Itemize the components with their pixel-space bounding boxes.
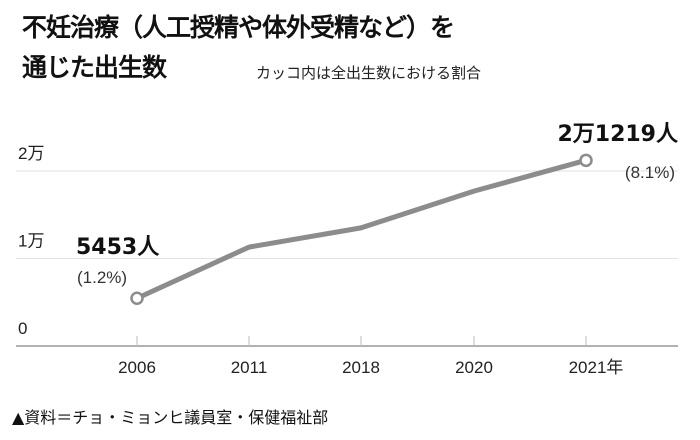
- title-line-1: 不妊治療（人工授精や体外受精など）を: [22, 13, 455, 42]
- x-tick-label: 2021年: [569, 358, 624, 377]
- source-note: ▲資料＝チョ・ミョンヒ議員室・保健福祉部: [12, 408, 329, 427]
- value-label: 5453人: [76, 235, 159, 260]
- subtitle: カッコ内は全出生数における割合: [256, 64, 482, 82]
- y-tick-label: 1万: [18, 232, 44, 251]
- y-tick-label: 0: [18, 319, 27, 338]
- series-line: [135, 157, 587, 301]
- share-label: (8.1%): [625, 163, 675, 182]
- x-tick-label: 2006: [118, 358, 156, 377]
- y-tick-label: 2万: [18, 144, 44, 163]
- x-tick-label: 2018: [342, 358, 380, 377]
- x-tick-label: 2011: [231, 358, 268, 377]
- share-label: (1.2%): [77, 268, 127, 287]
- title-line-2: 通じた出生数: [22, 53, 167, 82]
- value-label: 2万1219人: [557, 122, 678, 147]
- x-tick-label: 2020: [455, 358, 493, 377]
- data-point-marker: [130, 291, 144, 306]
- data-point-marker: [579, 153, 593, 168]
